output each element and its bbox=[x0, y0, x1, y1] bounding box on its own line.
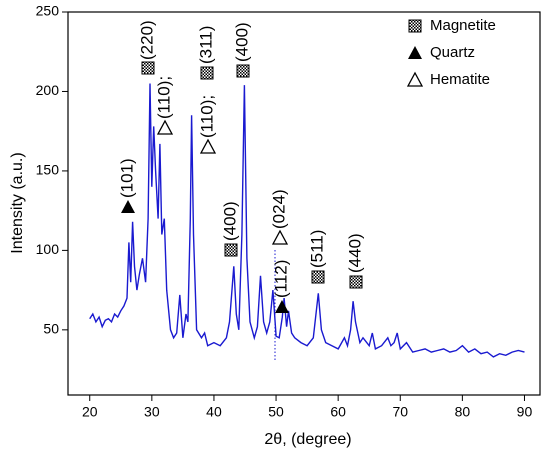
x-tick-label: 80 bbox=[455, 404, 471, 420]
quartz-marker bbox=[275, 300, 289, 313]
hematite-marker bbox=[156, 119, 174, 135]
plot-frame bbox=[67, 11, 541, 396]
magnetite-marker bbox=[141, 61, 155, 75]
x-tick-label: 20 bbox=[82, 404, 98, 420]
x-tick-label: 40 bbox=[206, 404, 222, 420]
peak-annotation: (511) bbox=[307, 230, 326, 268]
magnetite-marker bbox=[200, 66, 214, 80]
x-axis-label: 2θ, (degree) bbox=[264, 431, 351, 448]
peak-annotation: (220) bbox=[137, 20, 156, 60]
y-tick-label: 250 bbox=[36, 3, 60, 19]
legend-label: Magnetite bbox=[430, 17, 496, 34]
peak-annotation: (024) bbox=[269, 189, 288, 229]
x-tick-label: 60 bbox=[330, 404, 346, 420]
quartz-marker bbox=[408, 46, 422, 59]
y-axis-label: Intensity (a.u.) bbox=[9, 152, 26, 253]
magnetite-marker bbox=[349, 275, 363, 289]
peak-annotation: (440) bbox=[345, 233, 364, 273]
magnetite-marker bbox=[236, 64, 250, 78]
peak-annotation: (400) bbox=[232, 22, 251, 62]
hematite-marker bbox=[271, 229, 289, 245]
peak-annotation: (110); bbox=[197, 95, 216, 138]
magnetite-marker bbox=[224, 243, 238, 257]
xrd-line bbox=[89, 83, 525, 358]
peak-annotation: (110); bbox=[154, 76, 173, 119]
hematite-marker bbox=[406, 71, 424, 87]
legend-label: Quartz bbox=[430, 44, 475, 61]
x-tick-label: 50 bbox=[268, 404, 284, 420]
quartz-marker bbox=[121, 200, 135, 213]
x-tick-label: 70 bbox=[392, 404, 408, 420]
legend-label: Hematite bbox=[430, 71, 490, 88]
peak-annotation: (400) bbox=[220, 201, 239, 241]
peak-annotation: (311) bbox=[196, 26, 215, 64]
peak-annotation: (112) bbox=[271, 260, 290, 298]
x-tick-label: 90 bbox=[517, 404, 533, 420]
peak-annotation: (101) bbox=[117, 158, 136, 198]
magnetite-marker bbox=[311, 270, 325, 284]
y-tick-label: 100 bbox=[36, 241, 60, 257]
y-tick-label: 150 bbox=[36, 162, 60, 178]
y-tick-label: 200 bbox=[36, 82, 60, 98]
y-tick-label: 50 bbox=[43, 321, 59, 337]
hematite-marker bbox=[199, 138, 217, 154]
magnetite-marker bbox=[408, 19, 422, 33]
x-tick-label: 30 bbox=[144, 404, 160, 420]
